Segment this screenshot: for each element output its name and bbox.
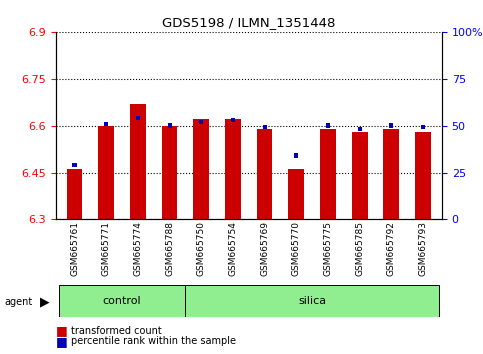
Bar [72, 163, 77, 167]
Text: GSM665769: GSM665769 [260, 222, 269, 276]
Text: GSM665774: GSM665774 [133, 222, 142, 276]
Text: GSM665771: GSM665771 [102, 222, 111, 276]
Bar [136, 116, 140, 120]
Bar [288, 170, 304, 219]
Bar [67, 170, 83, 219]
Text: GSM665761: GSM665761 [70, 222, 79, 276]
Bar [168, 124, 171, 127]
Bar [59, 285, 185, 317]
Text: agent: agent [5, 297, 33, 307]
Text: control: control [103, 296, 142, 306]
Bar [415, 132, 431, 219]
Text: ■: ■ [56, 325, 67, 337]
Text: GSM665792: GSM665792 [387, 222, 396, 276]
Title: GDS5198 / ILMN_1351448: GDS5198 / ILMN_1351448 [162, 16, 335, 29]
Text: ▶: ▶ [40, 295, 49, 308]
Bar [256, 129, 272, 219]
Bar [104, 121, 108, 126]
Text: percentile rank within the sample: percentile rank within the sample [71, 336, 237, 347]
Text: GSM665770: GSM665770 [292, 222, 301, 276]
Text: GSM665793: GSM665793 [418, 222, 427, 276]
Bar [185, 285, 439, 317]
Bar [225, 119, 241, 219]
Text: ■: ■ [56, 335, 67, 348]
Text: transformed count: transformed count [71, 326, 162, 336]
Bar [421, 125, 425, 130]
Text: GSM665754: GSM665754 [228, 222, 238, 276]
Bar [294, 153, 298, 158]
Text: GSM665775: GSM665775 [324, 222, 332, 276]
Bar [320, 129, 336, 219]
Bar [384, 129, 399, 219]
Bar [199, 120, 203, 124]
Text: silica: silica [298, 296, 326, 306]
Bar [130, 104, 146, 219]
Bar [326, 124, 330, 127]
Bar [389, 124, 393, 127]
Bar [193, 119, 209, 219]
Bar [231, 118, 235, 122]
Text: GSM665788: GSM665788 [165, 222, 174, 276]
Bar [263, 125, 267, 130]
Bar [352, 132, 368, 219]
Text: GSM665785: GSM665785 [355, 222, 364, 276]
Bar [357, 127, 362, 131]
Text: GSM665750: GSM665750 [197, 222, 206, 276]
Bar [162, 126, 177, 219]
Bar [99, 126, 114, 219]
